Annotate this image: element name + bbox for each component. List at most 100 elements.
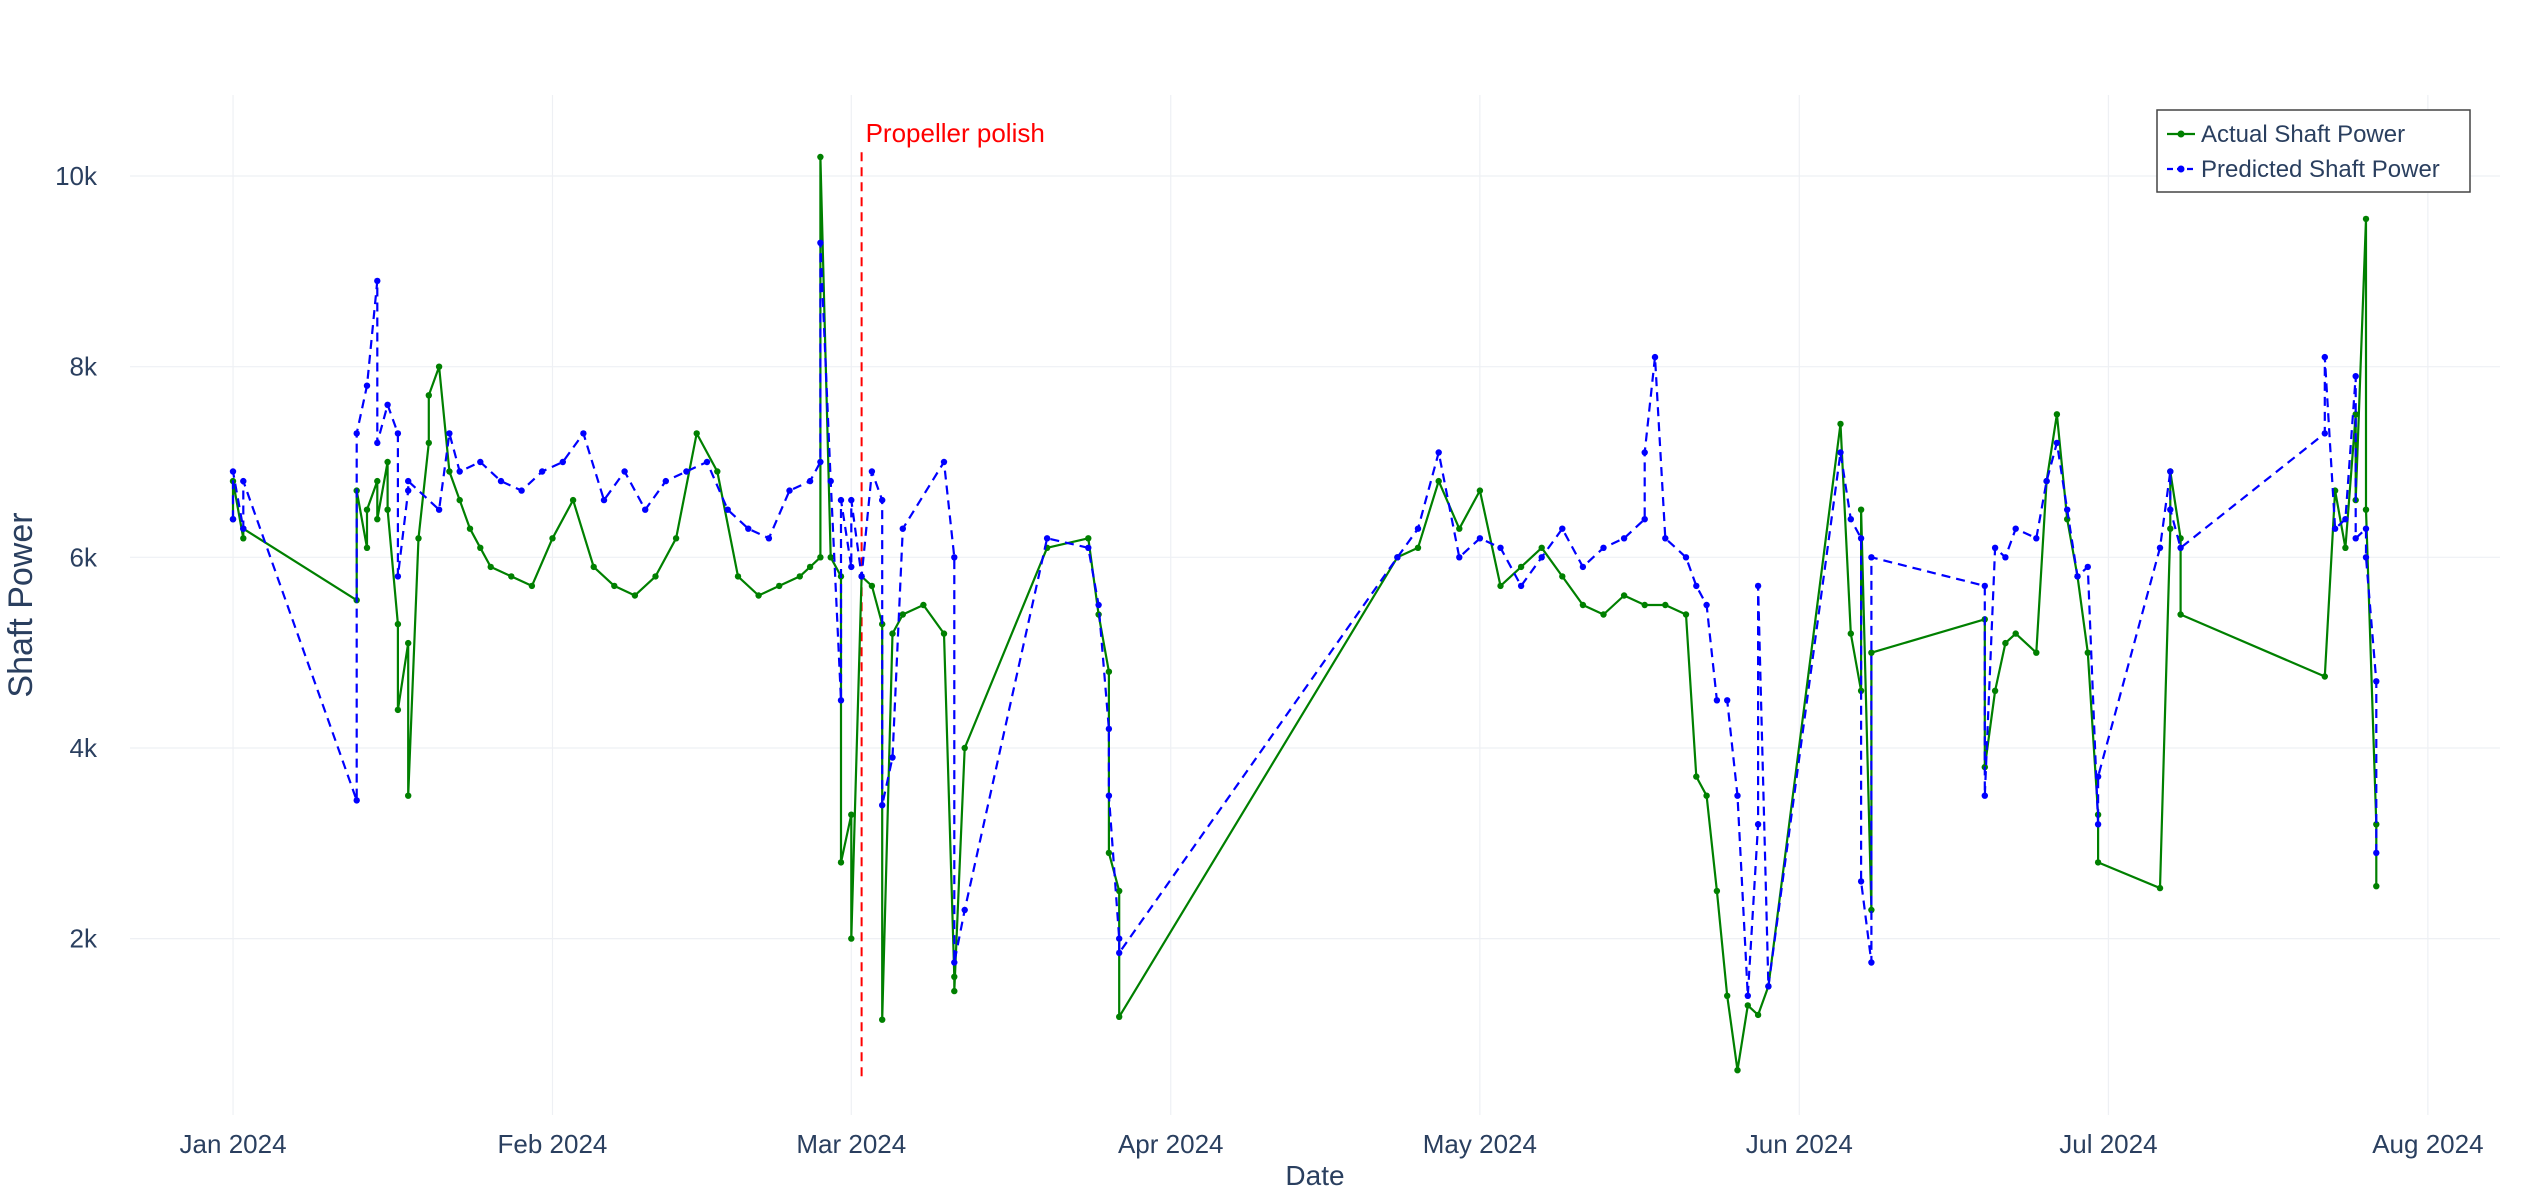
data-point xyxy=(879,620,886,628)
x-tick-label: Apr 2024 xyxy=(1118,1129,1224,1159)
data-point xyxy=(2084,649,2091,656)
data-point xyxy=(1641,516,1648,523)
data-point xyxy=(580,430,587,437)
data-point xyxy=(2002,554,2009,561)
data-point xyxy=(539,468,546,475)
legend[interactable]: Actual Shaft Power Predicted Shaft Power xyxy=(2156,109,2471,193)
data-point xyxy=(837,496,845,504)
data-point xyxy=(240,535,247,542)
data-point xyxy=(229,468,237,475)
series-line xyxy=(231,241,2378,997)
x-tick-label: Jan 2024 xyxy=(180,1129,287,1159)
data-point xyxy=(1105,792,1113,799)
data-point xyxy=(2321,353,2328,361)
data-point xyxy=(1744,992,1752,999)
data-point xyxy=(2177,611,2184,618)
data-point xyxy=(642,506,649,513)
data-point xyxy=(1456,554,1463,561)
data-point xyxy=(1095,601,1102,609)
data-point xyxy=(425,392,432,399)
data-point xyxy=(1651,353,1659,361)
data-point xyxy=(1517,563,1525,571)
data-point xyxy=(559,458,566,466)
data-point xyxy=(672,535,680,542)
data-point xyxy=(2321,673,2328,680)
data-point xyxy=(1703,792,1710,799)
data-point xyxy=(435,506,443,513)
data-point xyxy=(848,935,855,942)
legend-item[interactable]: Predicted Shaft Power xyxy=(2167,156,2440,183)
data-point xyxy=(1559,573,1566,580)
data-point xyxy=(1693,773,1700,780)
legend-marker xyxy=(2177,130,2185,138)
y-tick-label: 2k xyxy=(70,924,98,954)
x-tick-label: Jun 2024 xyxy=(1746,1129,1853,1159)
data-point xyxy=(528,582,536,590)
data-point xyxy=(951,973,958,980)
data-point xyxy=(806,563,814,571)
data-point xyxy=(1662,535,1669,542)
data-point xyxy=(2167,525,2174,532)
y-tick-label: 6k xyxy=(70,542,98,572)
data-point xyxy=(899,611,906,618)
legend-item[interactable]: Actual Shaft Power xyxy=(2167,121,2405,148)
data-point xyxy=(2012,525,2019,532)
data-point xyxy=(848,811,855,818)
data-point xyxy=(1847,630,1855,637)
data-point xyxy=(456,468,463,475)
data-point xyxy=(755,592,762,599)
legend-label: Predicted Shaft Power xyxy=(2201,156,2440,183)
data-point xyxy=(2094,821,2102,828)
data-point xyxy=(374,516,381,523)
data-point xyxy=(1538,544,1545,551)
data-point xyxy=(394,706,402,714)
data-point xyxy=(2362,215,2370,223)
data-point xyxy=(858,573,865,580)
data-point xyxy=(1744,1002,1752,1009)
data-point xyxy=(837,859,845,866)
data-point xyxy=(2362,525,2370,532)
data-point xyxy=(2094,773,2102,780)
data-point xyxy=(229,516,237,523)
data-point xyxy=(724,506,731,513)
data-point xyxy=(611,582,618,590)
series-layer xyxy=(229,153,2380,1074)
data-point xyxy=(1579,563,1587,571)
data-point xyxy=(2156,544,2164,551)
data-point xyxy=(1497,582,1504,590)
data-point xyxy=(2373,849,2380,857)
data-point xyxy=(1868,649,1875,656)
data-point xyxy=(1116,949,1123,957)
data-point xyxy=(590,563,597,571)
data-point xyxy=(374,277,381,285)
data-point xyxy=(384,401,391,408)
data-point xyxy=(1105,725,1113,733)
data-point xyxy=(1765,983,1772,990)
y-tick-label: 8k xyxy=(70,352,98,382)
legend-box xyxy=(2156,109,2471,193)
data-point xyxy=(2043,477,2050,485)
data-point xyxy=(889,754,896,761)
annotation-label: Propeller polish xyxy=(866,118,1045,148)
data-point xyxy=(1476,487,1484,494)
data-point xyxy=(745,525,752,532)
data-point xyxy=(456,496,463,504)
x-tick-label: Mar 2024 xyxy=(796,1129,906,1159)
data-point xyxy=(415,535,422,542)
data-point xyxy=(1724,992,1731,999)
data-point xyxy=(1105,849,1113,857)
data-point xyxy=(2053,439,2061,447)
data-point xyxy=(714,468,721,475)
data-point xyxy=(951,987,958,995)
data-point xyxy=(1116,935,1123,942)
data-point xyxy=(363,506,371,513)
data-point xyxy=(621,468,628,475)
data-point xyxy=(879,802,886,809)
data-point xyxy=(662,477,669,485)
data-point xyxy=(827,477,834,485)
data-point xyxy=(827,554,834,561)
data-point xyxy=(2167,506,2174,513)
data-point xyxy=(2373,678,2380,685)
